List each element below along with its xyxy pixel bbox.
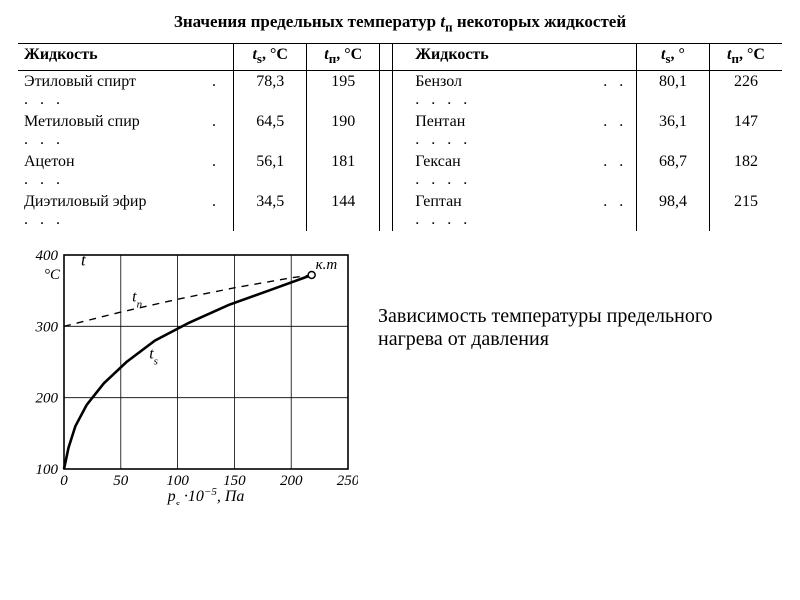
- col-liquid-header: Жидкость: [18, 44, 234, 70]
- svg-text:50: 50: [113, 473, 129, 489]
- figure-caption: Зависимость температуры предельного нагр…: [358, 245, 782, 505]
- chart: 050100150200250100200300400°Ctк.тtпtsps …: [18, 245, 358, 505]
- col-tp-header: tп, °C: [307, 44, 380, 70]
- table-row: Диэтиловый эфир . . . .: [18, 191, 234, 231]
- svg-text:t: t: [81, 250, 87, 269]
- svg-text:200: 200: [280, 473, 303, 489]
- table-row: Метиловый спир . . . .: [18, 111, 234, 151]
- limits-table: Жидкость ts, °C tп, °C Жидкость ts, ° tп…: [18, 43, 782, 230]
- svg-text:°C: °C: [44, 267, 61, 283]
- svg-text:400: 400: [36, 248, 59, 264]
- col-ts-header: ts, °C: [234, 44, 307, 70]
- svg-text:ts: ts: [149, 345, 158, 367]
- svg-text:0: 0: [60, 473, 68, 489]
- table-row: Гексан . . . . . .: [409, 151, 636, 191]
- col-tp-header-2: tп, °C: [710, 44, 783, 70]
- table-row: Этиловый спирт . . . .: [18, 70, 234, 111]
- svg-text:к.т: к.т: [316, 257, 338, 273]
- svg-text:100: 100: [36, 462, 59, 478]
- svg-text:100: 100: [166, 473, 189, 489]
- svg-text:200: 200: [36, 390, 59, 406]
- svg-text:250: 250: [337, 473, 358, 489]
- svg-text:150: 150: [223, 473, 246, 489]
- col-ts-header-2: ts, °: [637, 44, 710, 70]
- table-row: Бензол . . . . . .: [409, 70, 636, 111]
- col-liquid-header-2: Жидкость: [409, 44, 636, 70]
- table-row: Ацетон . . . .: [18, 151, 234, 191]
- page-title: Значения предельных температур tп некото…: [18, 12, 782, 35]
- table-row: Пентан . . . . . .: [409, 111, 636, 151]
- table-row: Гептан . . . . . .: [409, 191, 636, 231]
- svg-text:tп: tп: [132, 288, 142, 310]
- svg-text:300: 300: [35, 319, 59, 335]
